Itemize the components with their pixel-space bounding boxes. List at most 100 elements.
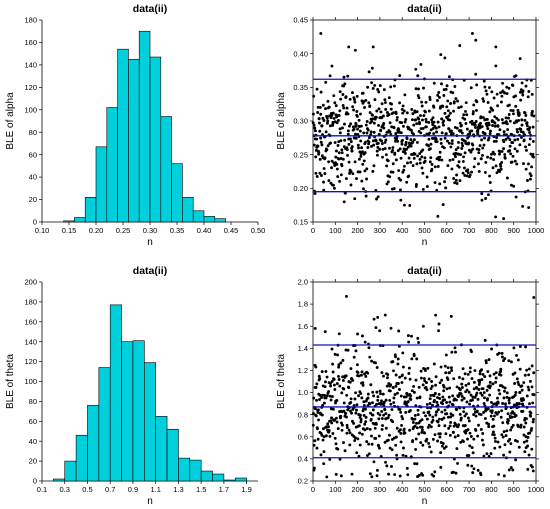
scatter-point <box>399 440 403 444</box>
y-tick-label: 40 <box>29 173 37 182</box>
y-axis-label: BLE of theta <box>5 354 16 409</box>
scatter-point <box>493 152 497 156</box>
scatter-point <box>334 472 338 476</box>
scatter-point <box>494 215 498 219</box>
scatter-point <box>338 179 342 183</box>
scatter-point <box>368 402 372 406</box>
scatter-point <box>507 401 511 405</box>
histogram-bar <box>178 457 191 482</box>
scatter-point <box>363 151 367 155</box>
scatter-point <box>374 361 377 365</box>
scatter-point <box>455 447 459 451</box>
scatter-point <box>359 154 363 158</box>
scatter-point <box>341 104 345 107</box>
scatter-point <box>365 120 369 123</box>
scatter-point <box>419 441 423 445</box>
scatter-point <box>432 105 436 109</box>
scatter-point <box>428 160 432 164</box>
scatter-point <box>472 387 476 391</box>
scatter-point <box>359 418 363 421</box>
scatter-point <box>386 416 390 420</box>
scatter-point <box>316 427 319 431</box>
scatter-point <box>359 373 363 377</box>
scatter-point <box>394 373 398 377</box>
scatter-point <box>327 429 331 432</box>
scatter-point <box>433 391 437 395</box>
scatter-point <box>442 389 446 393</box>
scatter-point <box>503 443 507 447</box>
scatter-point <box>473 123 477 127</box>
x-tick-label: 0.5 <box>82 485 92 494</box>
scatter-point <box>323 330 327 334</box>
chart-panel-4: data(ii) n BLE of theta 0 100 200 300 400 500 600… <box>276 265 544 507</box>
scatter-point <box>504 137 508 141</box>
scatter-point <box>420 104 424 108</box>
scatter-point <box>482 401 486 405</box>
scatter-point <box>410 357 414 361</box>
scatter-point <box>458 44 462 48</box>
scatter-point <box>420 418 424 422</box>
scatter-point <box>482 99 486 103</box>
scatter-point <box>385 464 389 468</box>
x-tick-label: 1000 <box>528 485 545 494</box>
scatter-point <box>367 346 371 350</box>
scatter-point <box>454 151 458 155</box>
scatter-point <box>519 423 523 427</box>
scatter-point <box>380 142 384 146</box>
histogram-bar <box>223 479 236 482</box>
scatter-point <box>399 156 403 160</box>
scatter-point <box>411 421 415 424</box>
scatter-point <box>464 109 467 113</box>
scatter-point <box>516 424 520 428</box>
scatter-point <box>494 164 498 168</box>
scatter-point <box>318 129 322 133</box>
scatter-point <box>429 387 433 391</box>
scatter-point <box>502 147 506 151</box>
scatter-point <box>444 445 448 449</box>
scatter-point <box>418 122 421 126</box>
scatter-point <box>494 139 498 143</box>
scatter-point <box>405 180 409 184</box>
scatter-point <box>363 340 367 344</box>
scatter-point <box>494 439 497 443</box>
scatter-point <box>463 173 467 177</box>
scatter-point <box>383 140 387 144</box>
scatter-point <box>470 350 473 354</box>
scatter-point <box>532 296 536 299</box>
scatter-point <box>510 183 513 187</box>
x-tick-label: 0.35 <box>170 226 185 235</box>
scatter-point <box>444 353 448 357</box>
scatter-point <box>448 424 452 428</box>
scatter-point <box>343 82 347 86</box>
scatter-point <box>392 187 396 191</box>
scatter-point <box>344 95 348 99</box>
scatter-point <box>383 147 387 150</box>
scatter-point <box>458 412 462 416</box>
scatter-point <box>415 110 419 114</box>
scatter-point <box>360 396 364 400</box>
scatter-point <box>532 114 536 118</box>
scatter-point <box>500 351 504 355</box>
scatter-point <box>434 126 438 130</box>
scatter-point <box>317 374 321 378</box>
x-tick-label: 800 <box>485 485 498 494</box>
scatter-point <box>339 361 343 365</box>
scatter-point <box>431 418 435 422</box>
scatter-point <box>331 432 335 435</box>
scatter-point <box>436 439 440 443</box>
scatter-point <box>516 380 520 384</box>
scatter-point <box>371 401 374 405</box>
scatter-point <box>345 106 349 110</box>
scatter-point <box>503 389 506 393</box>
scatter-point <box>319 112 323 116</box>
scatter-point <box>401 453 405 457</box>
scatter-point <box>464 121 468 125</box>
scatter-point <box>429 393 433 397</box>
scatter-point <box>508 144 512 148</box>
scatter-point <box>445 105 449 109</box>
scatter-point <box>521 89 525 93</box>
scatter-point <box>479 121 482 125</box>
scatter-point <box>421 148 425 152</box>
scatter-point <box>489 414 493 418</box>
scatter-point <box>494 45 498 49</box>
